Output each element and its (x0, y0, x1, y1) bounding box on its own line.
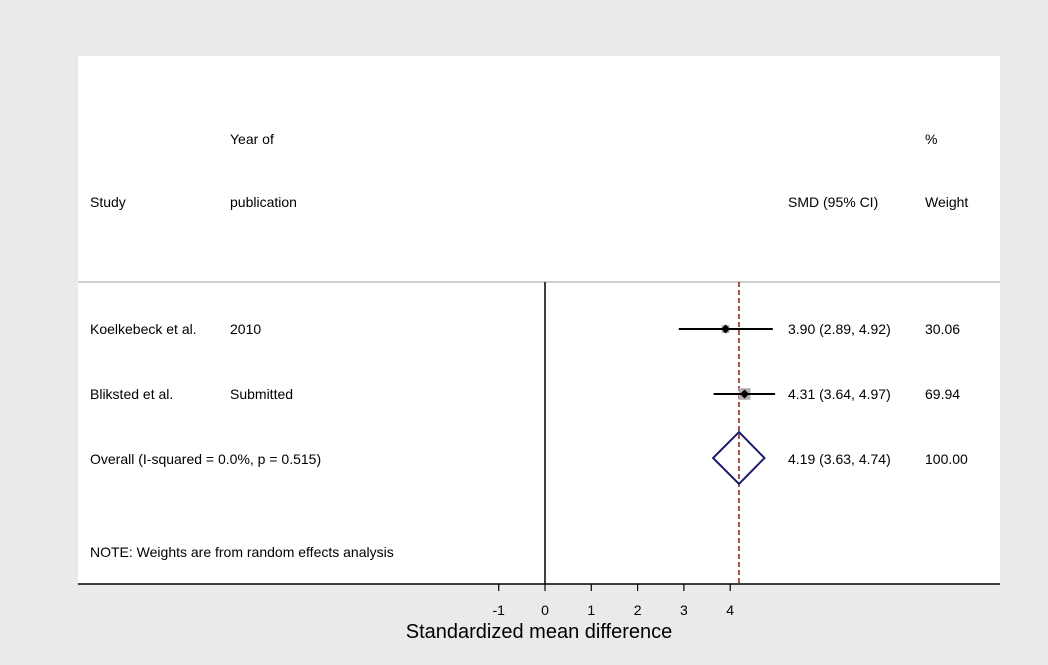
weights-note: NOTE: Weights are from random effects an… (90, 544, 394, 560)
study-name-2: Bliksted et al. (90, 386, 173, 402)
x-tick-label-1: 0 (541, 602, 549, 618)
header-year-line1: Year of (230, 131, 274, 147)
study-year-1: 2010 (230, 321, 261, 337)
overall-weight: 100.00 (925, 451, 968, 467)
study-year-2: Submitted (230, 386, 293, 402)
forest-marks (544, 282, 776, 584)
header-study: Study (90, 194, 126, 210)
x-axis-label: Standardized mean difference (406, 621, 672, 643)
study-name-1: Koelkebeck et al. (90, 321, 197, 337)
overall-ci-text: 4.19 (3.63, 4.74) (788, 451, 891, 467)
header-year-line2: publication (230, 194, 297, 210)
x-tick-label-0: -1 (492, 602, 505, 618)
overall-label: Overall (I-squared = 0.0%, p = 0.515) (90, 451, 321, 467)
study-point-1 (721, 324, 731, 334)
x-tick-label-2: 1 (587, 602, 595, 618)
study-ci-text-1: 3.90 (2.89, 4.92) (788, 321, 891, 337)
header-smd: SMD (95% CI) (788, 194, 878, 210)
study-weight-2: 69.94 (925, 386, 960, 402)
x-tick-label-4: 3 (680, 602, 688, 618)
x-axis-ticks: -1 0 1 2 3 4 (492, 584, 734, 618)
overall-diamond (711, 430, 766, 486)
x-tick-label-3: 2 (634, 602, 642, 618)
study-weight-1: 30.06 (925, 321, 960, 337)
study-point-2 (740, 389, 750, 399)
x-tick-label-5: 4 (726, 602, 734, 618)
header-weight-line1: % (925, 131, 937, 147)
study-ci-text-2: 4.31 (3.64, 4.97) (788, 386, 891, 402)
header-weight-line2: Weight (925, 194, 968, 210)
plot-panel (78, 56, 1000, 584)
